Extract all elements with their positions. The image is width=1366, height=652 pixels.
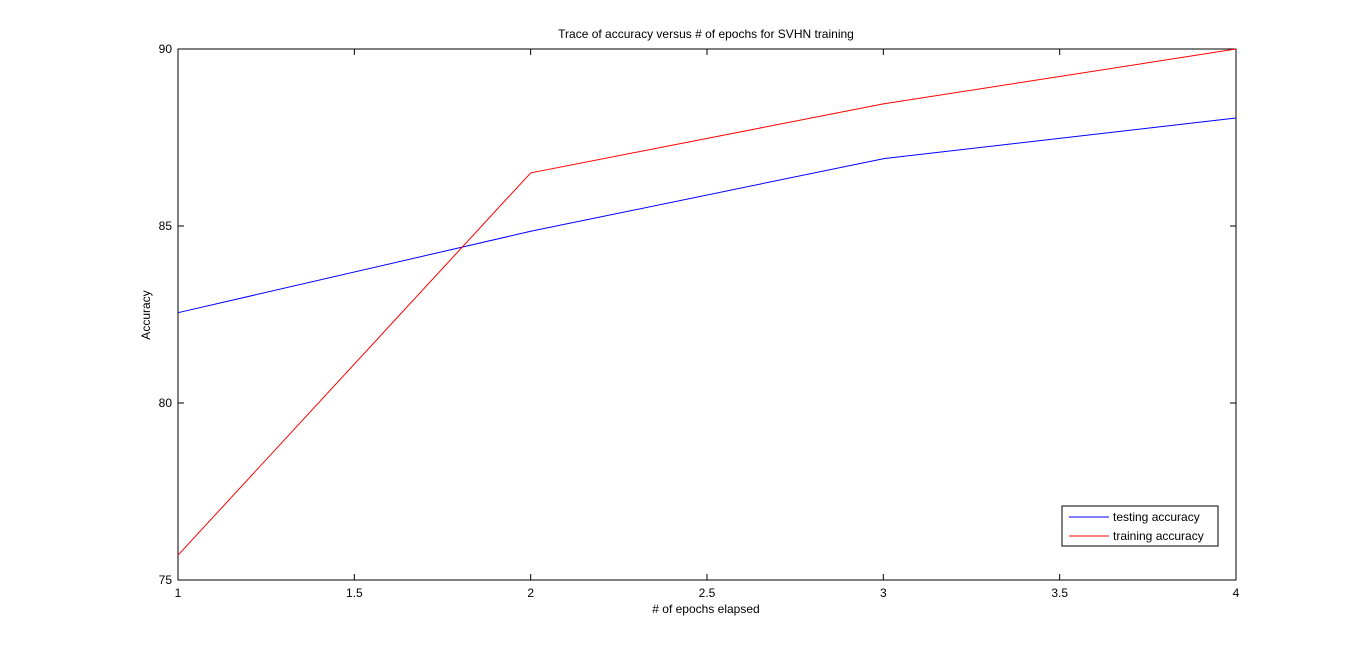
x-tick-label: 1.5 bbox=[346, 586, 363, 600]
legend-label: testing accuracy bbox=[1113, 510, 1200, 524]
x-tick-label: 1 bbox=[175, 586, 182, 600]
x-tick-label: 2 bbox=[527, 586, 534, 600]
x-tick-label: 2.5 bbox=[699, 586, 716, 600]
y-tick-label: 90 bbox=[159, 42, 173, 56]
x-tick-label: 3 bbox=[880, 586, 887, 600]
y-tick-label: 85 bbox=[159, 219, 173, 233]
legend: testing accuracy training accuracy bbox=[1062, 506, 1218, 546]
x-axis-label: # of epochs elapsed bbox=[652, 602, 759, 616]
plot-area bbox=[178, 49, 1236, 580]
y-tick-label: 80 bbox=[159, 396, 173, 410]
legend-label: training accuracy bbox=[1113, 529, 1204, 543]
y-tick-label: 75 bbox=[159, 573, 173, 587]
chart-title: Trace of accuracy versus # of epochs for… bbox=[558, 27, 854, 41]
x-tick-label: 3.5 bbox=[1051, 586, 1068, 600]
y-axis-label: Accuracy bbox=[139, 290, 153, 339]
x-tick-label: 4 bbox=[1233, 586, 1240, 600]
